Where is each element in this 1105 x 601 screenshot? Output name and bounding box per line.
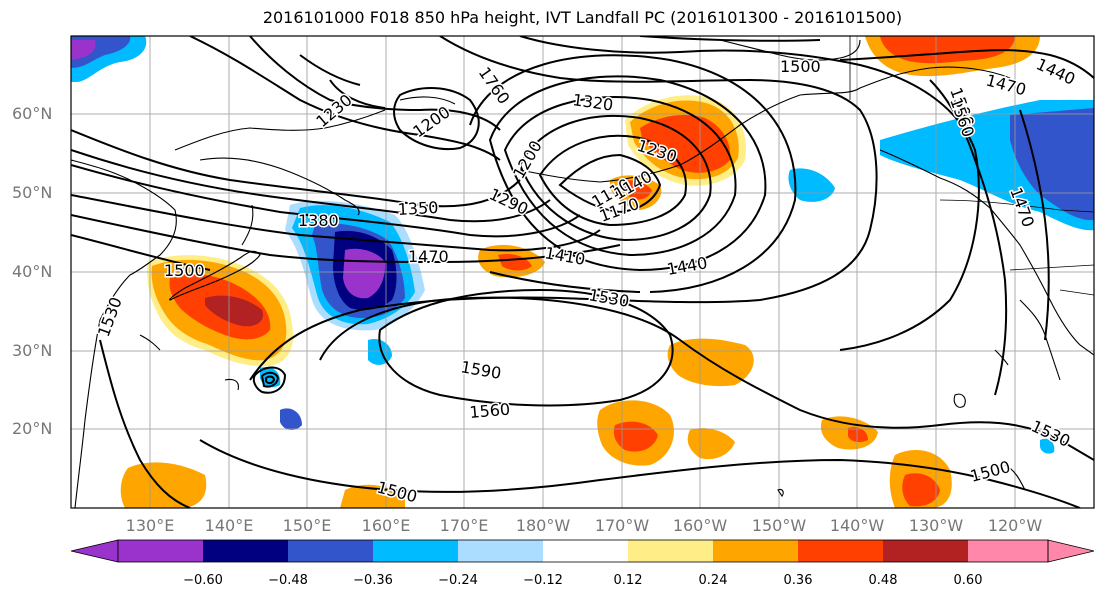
lon-label: 140°W: [829, 516, 885, 535]
lon-label: 170°W: [594, 516, 650, 535]
contour-label: 1470: [408, 247, 449, 266]
colorbar-tick-label: 0.60: [953, 573, 983, 588]
negative-anomaly-region-midpacific: [285, 200, 425, 331]
colorbar-tick-label: 0.48: [868, 573, 898, 588]
colorbar-swatch: [628, 540, 713, 562]
lon-label: 170°E: [439, 516, 489, 535]
contour-label: 1500: [164, 261, 205, 280]
colorbar-swatch: [458, 540, 543, 562]
colorbar-outline: [117, 539, 1049, 563]
graticule: [71, 36, 1094, 508]
positive-anomaly-region-central: [478, 244, 878, 466]
colorbar-swatch: [968, 540, 1048, 562]
contour-label: 1350: [397, 198, 439, 219]
contour-label: 1380: [298, 211, 339, 230]
colorbar-tick-label: −0.24: [438, 573, 478, 588]
lat-label: 60°N: [12, 104, 53, 123]
lon-label: 160°E: [361, 516, 411, 535]
negative-anomaly-region-northwest: [71, 36, 147, 82]
positive-anomaly-region-north: [865, 36, 1040, 77]
colorbar-max-extend: [1047, 539, 1095, 563]
colorbar-swatch: [713, 540, 798, 562]
colorbar-swatch: [883, 540, 968, 562]
colorbar-swatch: [288, 540, 373, 562]
colorbar-swatch: [543, 540, 628, 562]
contour-label: 1560: [469, 400, 511, 422]
colorbar-swatch: [373, 540, 458, 562]
positive-anomaly-region-alaska: [610, 95, 746, 210]
negative-anomaly-region-northeast: [788, 100, 1094, 231]
lon-label: 140°E: [204, 516, 254, 535]
lat-label: 30°N: [12, 341, 53, 360]
lon-label: 130°E: [125, 516, 175, 535]
lat-label: 50°N: [12, 183, 53, 202]
map-border: [70, 35, 1095, 509]
lon-label: 150°W: [751, 516, 807, 535]
colorbar-tick-label: 0.36: [783, 573, 813, 588]
colorbar-tick-label: −0.36: [353, 573, 393, 588]
lat-label: 20°N: [12, 419, 53, 438]
lon-label: 120°W: [987, 516, 1043, 535]
colorbar-tick-label: −0.48: [268, 573, 308, 588]
lon-label: 180°W: [515, 516, 571, 535]
country-borders: [849, 36, 1094, 296]
colorbar-swatch: [798, 540, 883, 562]
colorbar-min-extend: [70, 539, 119, 563]
contour-label: 1500: [780, 57, 821, 76]
colorbar-tick-label: 0.12: [613, 573, 643, 588]
lon-label: 130°W: [908, 516, 964, 535]
colorbar-swatch: [203, 540, 288, 562]
positive-anomaly-region-japan: [147, 255, 294, 367]
height-contours: [71, 36, 1094, 508]
colorbar-tick-label: 0.24: [698, 573, 728, 588]
lon-label: 160°W: [672, 516, 728, 535]
colorbar-swatch: [118, 540, 203, 562]
lat-label: 40°N: [12, 262, 53, 281]
lon-label: 150°E: [282, 516, 332, 535]
colorbar-tick-label: −0.60: [183, 573, 223, 588]
colorbar-tick-label: −0.12: [523, 573, 563, 588]
map-title: 2016101000 F018 850 hPa height, IVT Land…: [262, 8, 903, 27]
colorbar: [70, 539, 1095, 563]
